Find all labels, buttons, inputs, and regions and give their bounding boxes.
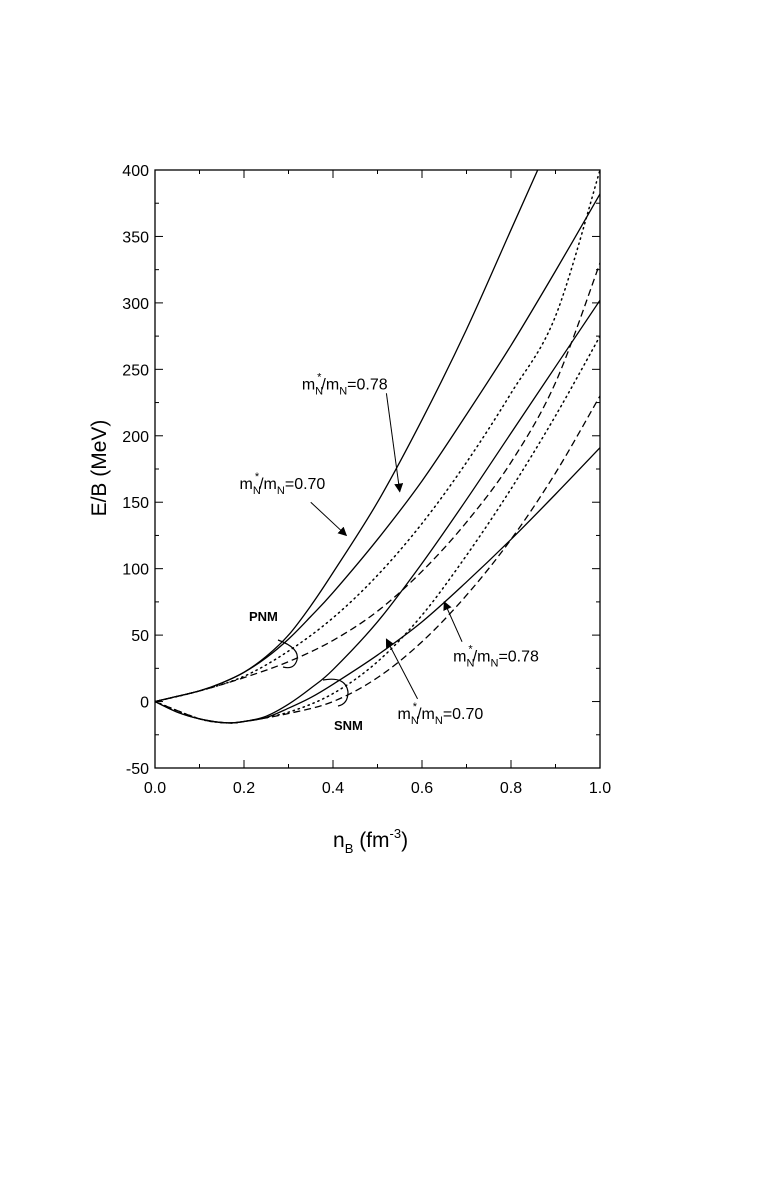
y-tick-label: 250 xyxy=(122,362,149,379)
annotation-label-pnm-070: mN*/mN=0.70 xyxy=(240,471,326,497)
pnm-label: PNM xyxy=(249,609,278,624)
annotation-label-pnm-078: mN*/mN=0.78 xyxy=(302,371,388,397)
y-axis-label: E/B (MeV) xyxy=(88,420,111,517)
annotation-labels: mN*/mN=0.78 mN*/mN=0.70 mN*/mN=0.78 mN*/mN=… xyxy=(240,371,539,727)
annotation-arrow-pnm-070 xyxy=(310,501,348,537)
x-tick-label: 0.8 xyxy=(500,780,522,797)
tick-labels: 0.0 0.2 0.4 0.6 0.8 1.0 -50 0 50 100 150 200 250 300 3… xyxy=(122,163,611,797)
x-tick-label: 0.4 xyxy=(322,780,344,797)
series-line-2-dotted xyxy=(155,170,600,703)
annotation-arrow-snm-078 xyxy=(443,600,463,642)
series-line-7-dashed xyxy=(155,395,600,724)
y-tick-label: 150 xyxy=(122,495,149,512)
y-tick-label: 100 xyxy=(122,562,149,579)
y-tick-label: 0 xyxy=(140,695,149,712)
y-tick-label: 50 xyxy=(131,628,149,645)
series-curves xyxy=(155,170,600,724)
x-tick-label: 0.6 xyxy=(411,780,433,797)
annotation-arrows xyxy=(310,393,463,700)
y-tick-label: 400 xyxy=(122,163,149,180)
annotation-arrow-snm-070 xyxy=(385,638,418,700)
series-line-6-dotted xyxy=(155,335,600,724)
y-tick-label: 300 xyxy=(122,296,149,313)
snm-bracket xyxy=(322,678,349,707)
annotation-label-snm-078: mN*/mN=0.78 xyxy=(453,644,539,670)
x-tick-label: 0.2 xyxy=(233,780,255,797)
annotation-label-snm-070: mN*/mN=0.70 xyxy=(398,701,484,727)
snm-label: SNM xyxy=(334,718,363,733)
series-line-0-solid xyxy=(155,170,539,703)
series-line-5-solid xyxy=(155,447,600,724)
y-tick-label: -50 xyxy=(126,761,149,778)
series-line-3-dashed xyxy=(155,262,600,703)
x-tick-label: 1.0 xyxy=(589,780,611,797)
x-axis-label: nB (fm-3) xyxy=(333,826,408,856)
y-tick-label: 200 xyxy=(122,429,149,446)
x-tick-label: 0.0 xyxy=(144,780,166,797)
y-tick-label: 350 xyxy=(122,229,149,246)
annotation-arrow-pnm-078 xyxy=(385,393,404,493)
plot-frame xyxy=(154,169,601,769)
series-line-1-solid xyxy=(155,193,600,703)
pnm-bracket xyxy=(277,639,298,669)
